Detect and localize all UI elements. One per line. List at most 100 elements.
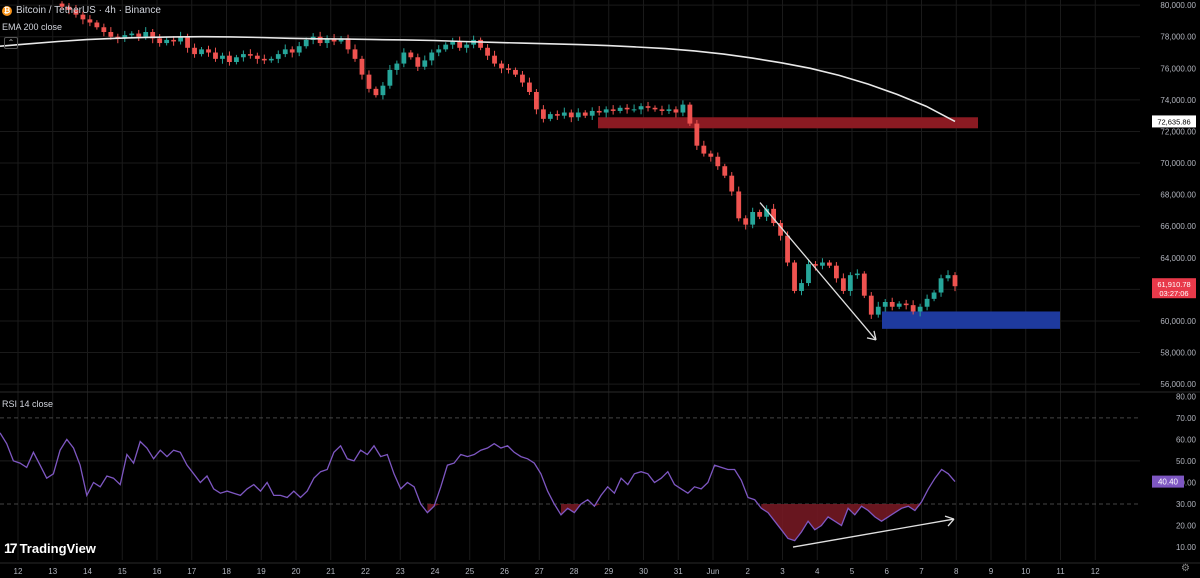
candle-body (520, 74, 525, 83)
candle-body (694, 123, 700, 146)
candle-body (952, 275, 958, 287)
candle-body (833, 265, 839, 279)
candle-body (485, 47, 490, 56)
price-tick-label: 76,000.00 (1160, 64, 1196, 73)
candle-body (254, 55, 260, 59)
candle-body (457, 41, 463, 48)
support-zone (882, 311, 1060, 329)
candle-body (282, 49, 288, 55)
rsi-tick-label: 70.00 (1176, 414, 1197, 423)
candle-body (561, 112, 567, 116)
candle-body (840, 278, 846, 291)
candle-body (317, 36, 323, 44)
candle-body (708, 153, 714, 157)
price-tick-label: 58,000.00 (1160, 349, 1196, 358)
candle-body (938, 278, 944, 293)
tradingview-logo[interactable]: 17 TradingView (4, 540, 96, 556)
rsi-legend[interactable]: RSI 14 close (2, 399, 54, 409)
time-tick-label: 2 (746, 567, 751, 576)
candle-body (387, 69, 393, 86)
rsi-value-tag (1152, 475, 1184, 488)
candle-body (582, 112, 588, 116)
candle-body (247, 54, 253, 56)
candle-body (143, 32, 149, 37)
price-tick-label: 80,000.00 (1160, 1, 1196, 10)
symbol-header[interactable]: ₿ Bitcoin / TetherUS · 4h · Binance (2, 5, 161, 16)
candle-body (854, 273, 860, 276)
brand-name: TradingView (19, 540, 96, 556)
time-tick-label: 16 (153, 567, 162, 576)
candle-body (701, 145, 707, 154)
candle-body (157, 38, 163, 44)
candle-body (882, 302, 888, 307)
candle-body (729, 175, 735, 192)
grid (0, 0, 1200, 560)
time-tick-label: 24 (431, 567, 440, 576)
candle-body (659, 109, 665, 111)
candle-body (813, 264, 818, 266)
candle-body (94, 22, 100, 28)
candle-body (261, 58, 267, 61)
gear-icon[interactable]: ⚙ (1181, 563, 1190, 574)
candle-body (101, 27, 107, 32)
price-axis[interactable]: 80,000.00 78,000.00 76,000.00 74,000.00 72,0… (1152, 1, 1197, 552)
ema-value-tag (1152, 115, 1196, 128)
rsi-line (0, 432, 956, 542)
candle-body (499, 63, 504, 69)
candle-body (464, 44, 470, 48)
rsi-tick-label: 20.00 (1176, 522, 1197, 531)
time-axis[interactable]: 12 13 14 15 16 17 18 19 20 21 22 23 24 25 26 27 28 29 30 31… (0, 562, 1200, 576)
rsi-tick-label: 50.00 (1176, 457, 1197, 466)
candle-body (268, 58, 274, 61)
time-tick-label: 13 (48, 567, 57, 576)
price-tick-label: 66,000.00 (1160, 222, 1196, 231)
candle-body (506, 68, 511, 70)
price-tick-label: 68,000.00 (1160, 191, 1196, 200)
time-tick-label: 28 (570, 567, 579, 576)
candle-body (917, 306, 923, 312)
price-tick-label: 64,000.00 (1160, 254, 1196, 263)
candle-body (422, 60, 428, 67)
rsi-tick-label: 30.00 (1176, 500, 1197, 509)
ema-legend[interactable]: EMA 200 close (2, 22, 63, 32)
candle-body (827, 262, 832, 266)
candle-body (408, 52, 414, 58)
candle-body (792, 262, 797, 291)
symbol-title[interactable]: Bitcoin / TetherUS · 4h · Binance (16, 5, 161, 16)
candle-body (296, 46, 302, 53)
bitcoin-icon: ₿ (2, 5, 12, 16)
time-tick-label: 3 (780, 567, 785, 576)
candle-body (240, 54, 246, 58)
candle-body (931, 292, 937, 299)
divergence-arrow-head (944, 515, 955, 527)
time-tick-label: 29 (604, 567, 613, 576)
time-tick-label: 30 (639, 567, 648, 576)
candle-body (73, 9, 79, 15)
time-tick-label: 21 (326, 567, 335, 576)
candle-body (394, 63, 400, 70)
candle-body (66, 6, 72, 10)
trend-arrow-line (759, 202, 877, 341)
candle-body (736, 191, 742, 219)
time-tick-label: 14 (83, 567, 92, 576)
candle-body (534, 92, 539, 110)
time-tick-label: 18 (222, 567, 231, 576)
candle-body (617, 107, 623, 111)
rsi-value-text: 40.40 (1158, 478, 1179, 487)
candle-body (213, 52, 218, 59)
time-tick-label: 25 (465, 567, 474, 576)
candle-body (638, 106, 644, 110)
collapse-legend-icon[interactable]: ⌃ (4, 37, 18, 49)
time-tick-label: 23 (396, 567, 405, 576)
candle-body (199, 49, 204, 55)
candle-body (492, 55, 497, 64)
candle-body (666, 109, 672, 111)
candle-body (554, 114, 560, 116)
rsi-tick-label: 10.00 (1176, 543, 1197, 552)
candle-body (778, 223, 783, 236)
countdown-text: 03:27:06 (1159, 289, 1188, 298)
candle-body (715, 156, 721, 167)
candle-body (150, 32, 156, 39)
zones (598, 117, 1060, 329)
